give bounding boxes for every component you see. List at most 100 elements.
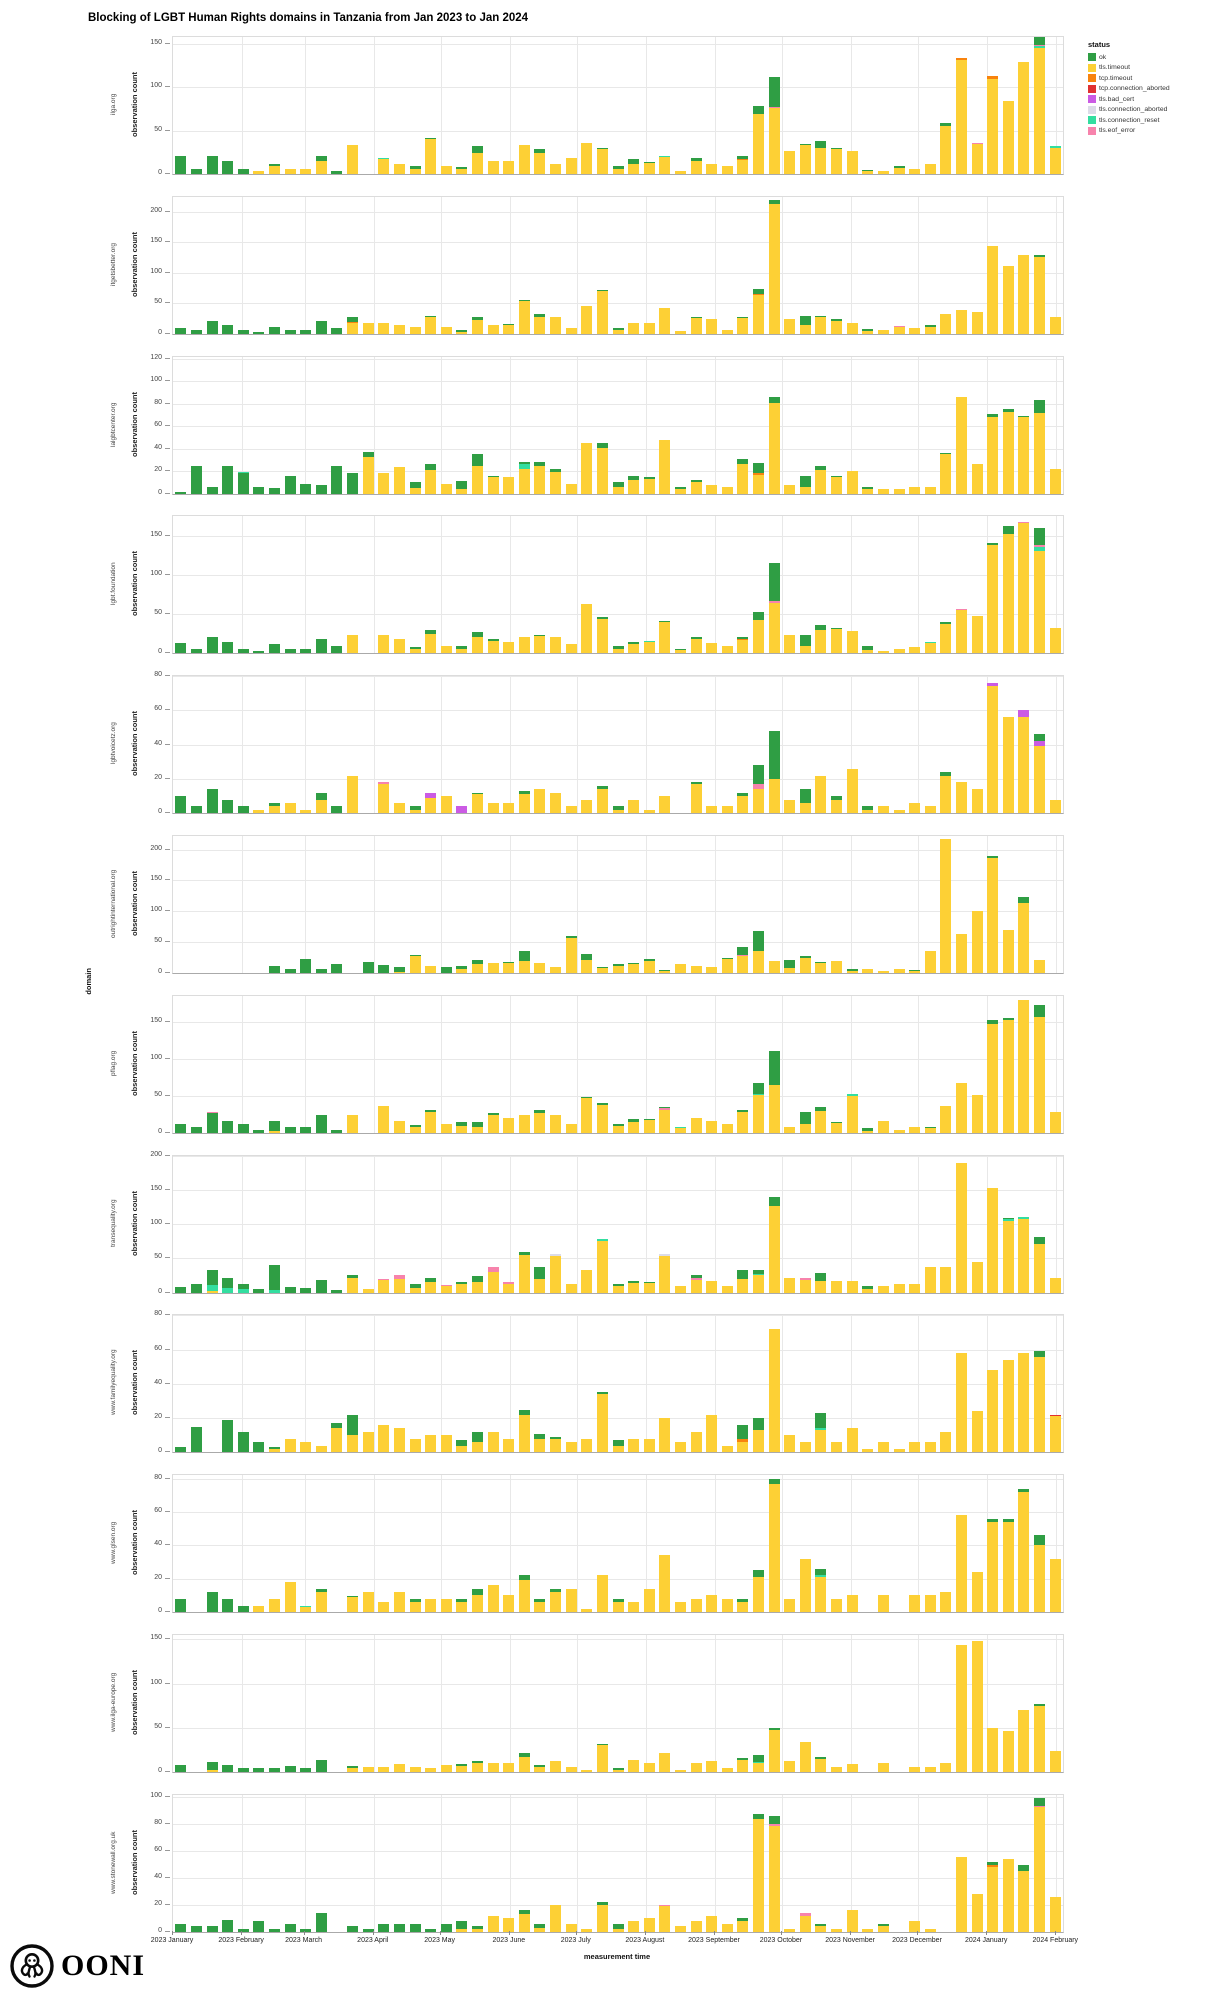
bar-segment-ok[interactable] bbox=[206, 486, 218, 494]
bar-segment-ok[interactable] bbox=[222, 1598, 234, 1613]
bar-segment-tt[interactable] bbox=[690, 1431, 702, 1453]
bar-segment-tt[interactable] bbox=[862, 330, 874, 334]
bar-segment-tt[interactable] bbox=[799, 646, 811, 654]
bar-segment-tt[interactable] bbox=[877, 489, 889, 494]
bar-segment-tt[interactable] bbox=[862, 1131, 874, 1133]
bar-segment-tt[interactable] bbox=[956, 1515, 967, 1613]
bar-segment-tt[interactable] bbox=[440, 166, 452, 174]
bar-segment-tt[interactable] bbox=[409, 1766, 421, 1772]
bar-segment-ok[interactable] bbox=[1002, 525, 1014, 534]
bar-segment-tt[interactable] bbox=[956, 1163, 967, 1293]
bar-segment-tt[interactable] bbox=[737, 1759, 749, 1772]
bar-segment-tt[interactable] bbox=[674, 1770, 686, 1772]
bar-segment-tr[interactable] bbox=[674, 1126, 686, 1128]
bar-segment-ct[interactable] bbox=[987, 76, 999, 79]
bar-segment-tt[interactable] bbox=[565, 1123, 577, 1133]
bar-segment-ok[interactable] bbox=[565, 935, 577, 938]
bar-segment-tt[interactable] bbox=[877, 1442, 889, 1453]
bar-segment-ok[interactable] bbox=[628, 159, 640, 165]
bar-segment-tt[interactable] bbox=[518, 1254, 530, 1293]
bar-segment-ok[interactable] bbox=[518, 462, 530, 465]
bar-segment-tt[interactable] bbox=[550, 472, 562, 494]
bar-segment-tt[interactable] bbox=[815, 1110, 827, 1133]
bar-segment-tt[interactable] bbox=[690, 1763, 702, 1772]
bar-segment-ok[interactable] bbox=[596, 785, 608, 790]
bar-segment-tt[interactable] bbox=[987, 1727, 999, 1772]
bar-segment-tt[interactable] bbox=[1049, 1750, 1061, 1772]
bar-segment-tt[interactable] bbox=[940, 1592, 952, 1613]
bar-segment-ok[interactable] bbox=[612, 1923, 624, 1930]
bar-segment-ok[interactable] bbox=[206, 1270, 218, 1286]
bar-segment-ok[interactable] bbox=[222, 799, 234, 814]
bar-segment-ok[interactable] bbox=[815, 141, 827, 148]
bar-segment-tt[interactable] bbox=[628, 164, 640, 174]
bar-segment-tt[interactable] bbox=[737, 160, 749, 174]
bar-segment-ee[interactable] bbox=[440, 1285, 452, 1287]
bar-segment-tt[interactable] bbox=[456, 1126, 468, 1133]
bar-segment-tt[interactable] bbox=[674, 1127, 686, 1133]
bar-segment-ok[interactable] bbox=[737, 155, 749, 160]
bar-segment-tt[interactable] bbox=[534, 1278, 546, 1293]
bar-segment-tt[interactable] bbox=[565, 1588, 577, 1613]
bar-segment-tt[interactable] bbox=[378, 159, 390, 174]
bar-segment-tt[interactable] bbox=[1034, 1545, 1046, 1613]
bar-segment-tt[interactable] bbox=[987, 246, 999, 334]
bar-segment-ok[interactable] bbox=[768, 1050, 780, 1085]
bar-segment-tt[interactable] bbox=[971, 1641, 983, 1772]
bar-segment-tt[interactable] bbox=[409, 168, 421, 174]
bar-segment-tt[interactable] bbox=[846, 1428, 858, 1453]
bar-segment-ok[interactable] bbox=[300, 959, 312, 973]
bar-segment-tt[interactable] bbox=[799, 324, 811, 334]
bar-segment-ok[interactable] bbox=[190, 806, 202, 814]
bar-segment-tt[interactable] bbox=[393, 639, 405, 654]
bar-segment-tt[interactable] bbox=[565, 644, 577, 654]
bar-segment-tt[interactable] bbox=[378, 1766, 390, 1772]
bar-segment-tt[interactable] bbox=[753, 1095, 765, 1133]
bar-segment-tt[interactable] bbox=[956, 1644, 967, 1772]
bar-segment-tt[interactable] bbox=[378, 1280, 390, 1293]
bar-segment-tt[interactable] bbox=[940, 775, 952, 814]
bar-segment-ok[interactable] bbox=[347, 473, 359, 494]
bar-segment-tr[interactable] bbox=[237, 472, 249, 474]
bar-segment-tt[interactable] bbox=[378, 634, 390, 654]
bar-segment-tt[interactable] bbox=[456, 1602, 468, 1613]
bar-segment-ok[interactable] bbox=[284, 330, 296, 334]
bar-segment-ok[interactable] bbox=[471, 146, 483, 154]
bar-segment-ok[interactable] bbox=[206, 1592, 218, 1613]
bar-segment-tt[interactable] bbox=[534, 789, 546, 814]
bar-segment-tt[interactable] bbox=[924, 486, 936, 494]
bar-segment-tt[interactable] bbox=[987, 858, 999, 973]
bar-segment-ok[interactable] bbox=[987, 1020, 999, 1024]
bar-segment-tt[interactable] bbox=[440, 483, 452, 494]
bar-segment-tt[interactable] bbox=[206, 1291, 218, 1293]
bar-segment-tt[interactable] bbox=[456, 649, 468, 654]
bar-segment-tt[interactable] bbox=[425, 1768, 437, 1772]
bar-segment-ok[interactable] bbox=[768, 1816, 780, 1825]
bar-segment-ok[interactable] bbox=[237, 330, 249, 334]
bar-segment-ok[interactable] bbox=[737, 1425, 749, 1439]
bar-segment-ee[interactable] bbox=[768, 600, 780, 603]
bar-segment-tt[interactable] bbox=[924, 163, 936, 174]
bar-segment-tt[interactable] bbox=[268, 166, 280, 174]
bar-segment-tt[interactable] bbox=[893, 167, 905, 174]
bar-segment-ok[interactable] bbox=[815, 961, 827, 964]
bar-segment-tt[interactable] bbox=[831, 321, 843, 334]
bar-segment-tt[interactable] bbox=[596, 1575, 608, 1613]
bar-segment-tt[interactable] bbox=[471, 964, 483, 973]
bar-segment-tt[interactable] bbox=[721, 1598, 733, 1613]
bar-segment-tt[interactable] bbox=[1018, 1491, 1030, 1613]
bar-segment-tt[interactable] bbox=[596, 1105, 608, 1133]
bar-segment-tt[interactable] bbox=[721, 1445, 733, 1453]
bar-segment-tt[interactable] bbox=[347, 323, 359, 334]
bar-segment-tt[interactable] bbox=[581, 1438, 593, 1453]
bar-segment-tt[interactable] bbox=[909, 168, 921, 174]
bar-segment-tt[interactable] bbox=[753, 1763, 765, 1772]
bar-segment-tt[interactable] bbox=[706, 1120, 718, 1133]
bar-segment-ok[interactable] bbox=[425, 137, 437, 140]
bar-segment-tt[interactable] bbox=[862, 809, 874, 814]
bar-segment-tt[interactable] bbox=[674, 331, 686, 334]
bar-segment-ok[interactable] bbox=[347, 1926, 359, 1932]
bar-segment-ok[interactable] bbox=[877, 1923, 889, 1927]
bar-segment-tt[interactable] bbox=[487, 1272, 499, 1293]
bar-segment-ok[interactable] bbox=[268, 644, 280, 654]
